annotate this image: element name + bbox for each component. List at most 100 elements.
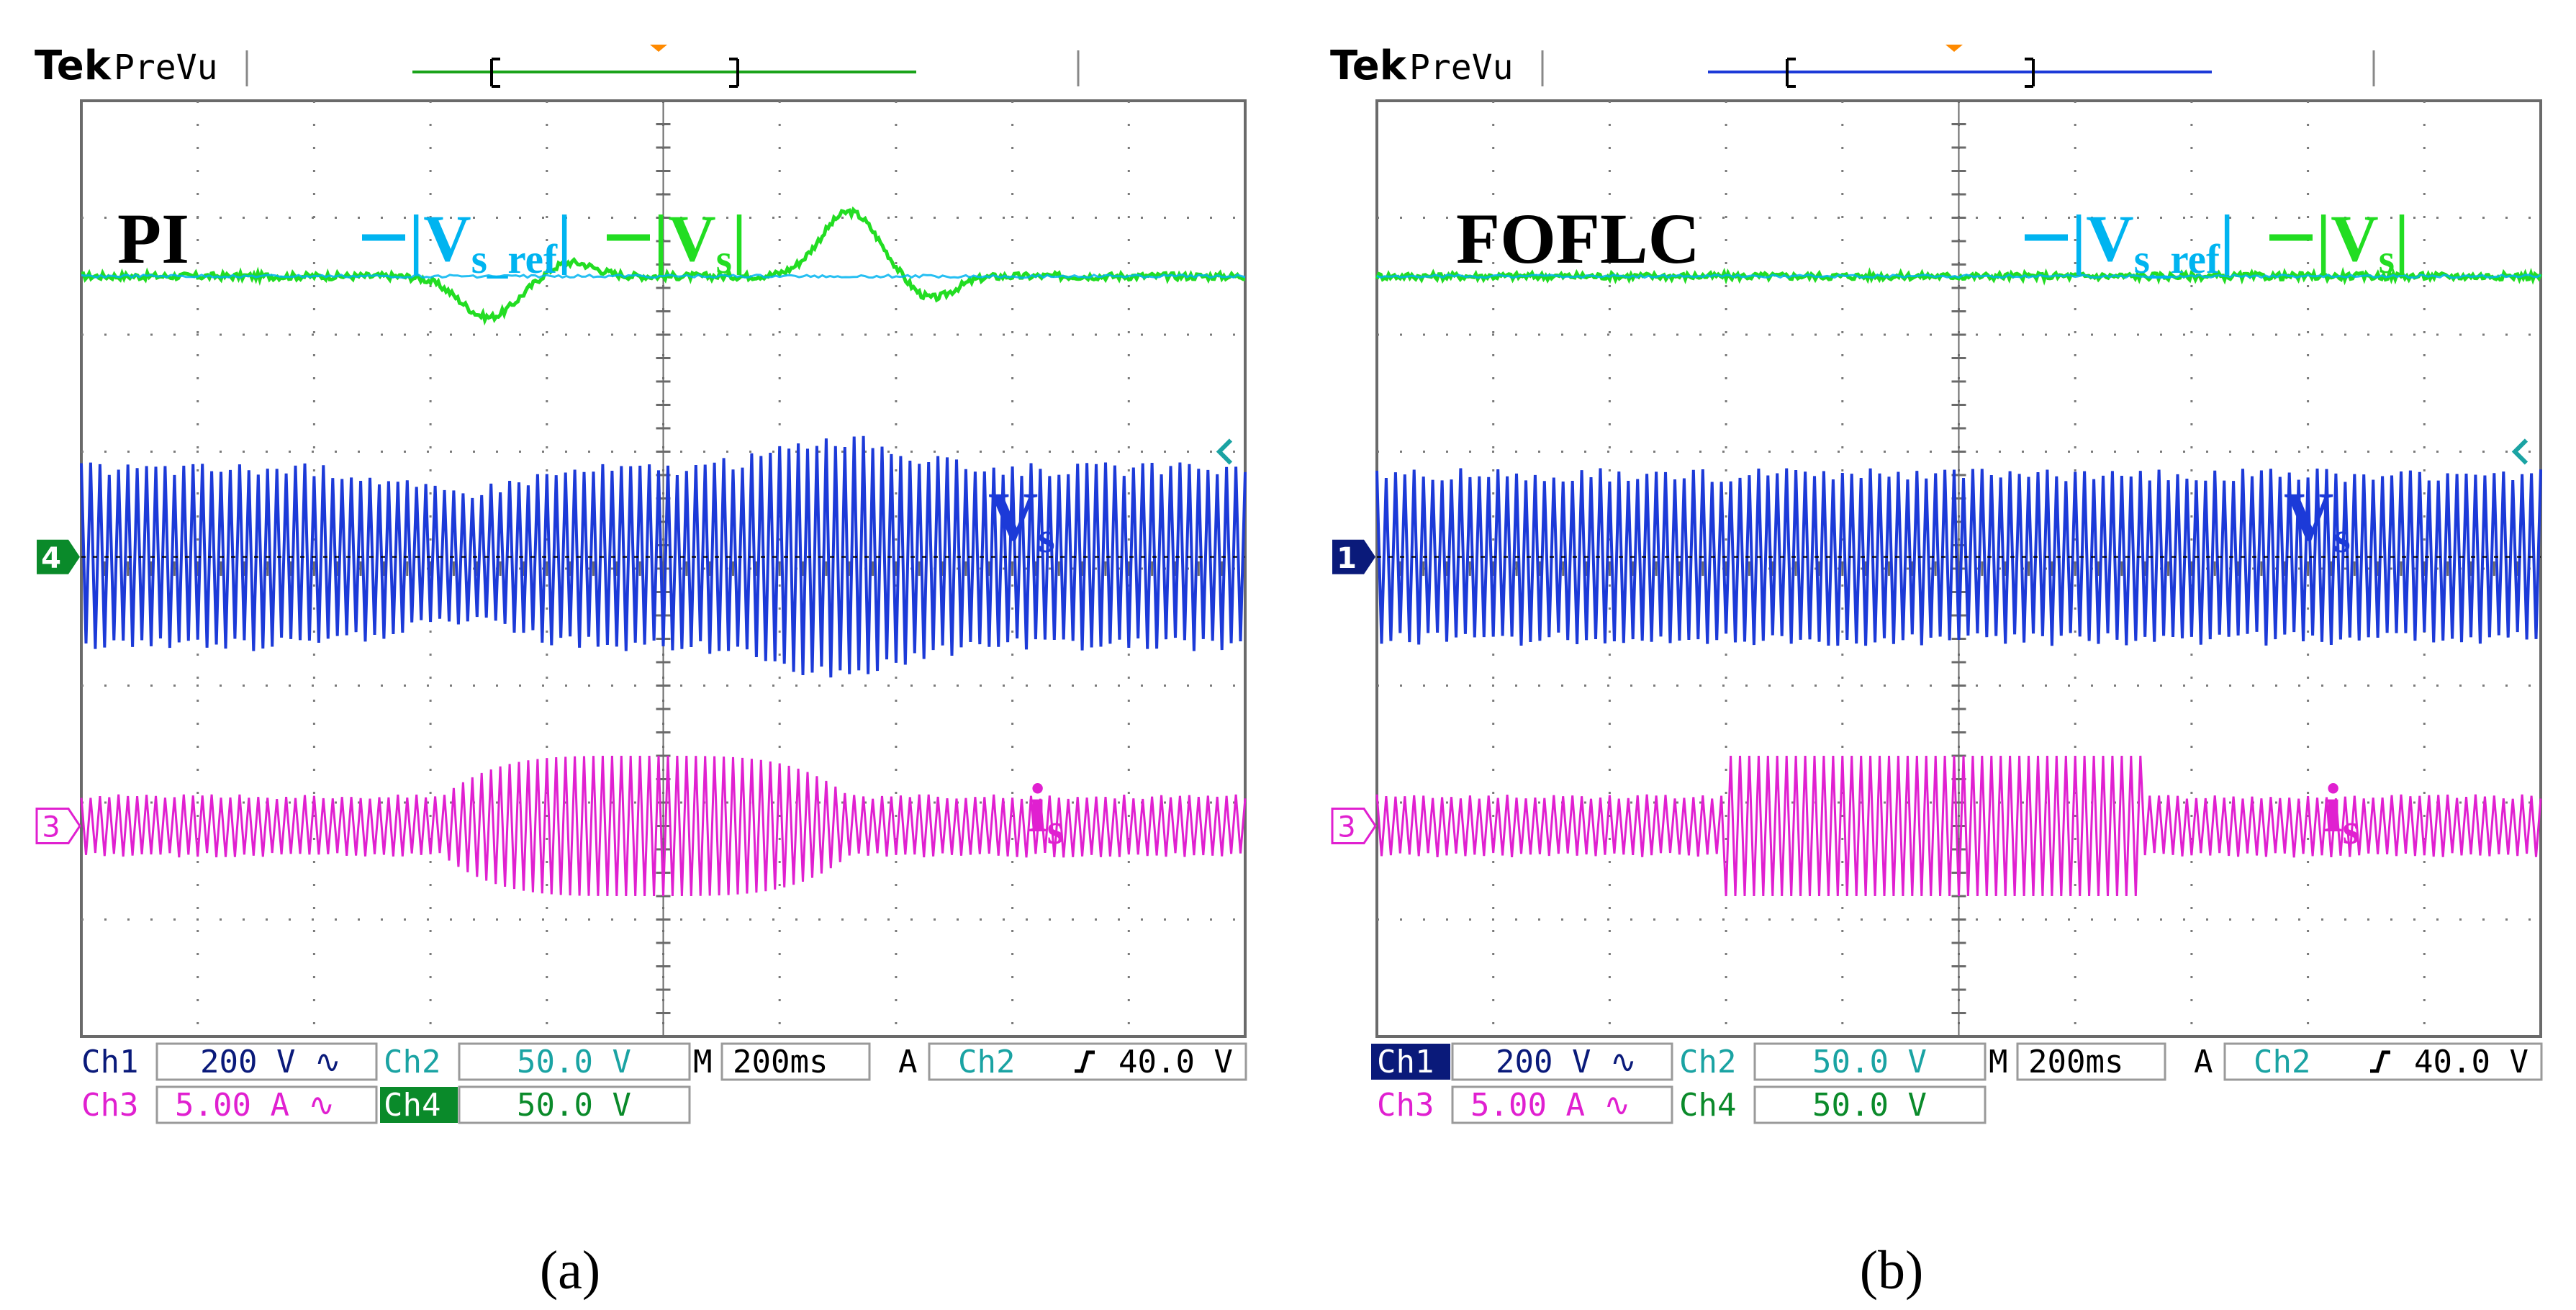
trace-vs-ref <box>1376 274 2541 279</box>
brand-label: Tek <box>1330 42 1408 89</box>
trace-vs <box>1375 468 2542 646</box>
ground-marker-bottom-shape <box>35 808 81 844</box>
ch1-label: Ch1 <box>1377 1044 1434 1080</box>
ch2-box <box>1753 1042 1987 1081</box>
ch2-value: 50.0 V <box>1812 1044 1927 1080</box>
legend-vsref-main: V <box>2086 202 2133 275</box>
ground-marker-top-label: 4 <box>41 542 61 575</box>
legend-vsref-bar-end: | <box>557 202 571 275</box>
preview-bracket-left <box>490 58 500 88</box>
trigger-level: 40.0 V <box>1118 1044 1233 1080</box>
trigger-box <box>2223 1042 2543 1081</box>
preview-bracket-right <box>729 58 739 88</box>
ch3-value: 5.00 A ∿ <box>1470 1087 1630 1124</box>
ch4-value: 50.0 V <box>1812 1087 1927 1124</box>
is-trace-label-main: i <box>1028 769 1047 846</box>
ch4-box <box>458 1085 691 1124</box>
ch3-label: Ch3 <box>1377 1087 1434 1124</box>
trigger-position-icon <box>1945 45 1963 52</box>
vs-trace-label-text: Vs <box>988 478 1055 561</box>
legend-vsref-text: |Vs_ref| <box>409 202 571 282</box>
legend-vsref-main: V <box>423 202 471 275</box>
readout-panel: Ch1 200 V ∿ Ch2 50.0 V M 200ms A Ch2 40.0 V Ch3 5.… <box>1371 1042 2543 1124</box>
controller-label: FOFLC <box>1456 199 1700 279</box>
legend-vs-bar: | <box>2316 202 2331 275</box>
mode-label: PreVu <box>1409 48 1514 88</box>
mode-label: PreVu <box>114 48 218 88</box>
panel-caption: (b) <box>1860 1240 1924 1301</box>
trigger-prefix: A <box>2194 1044 2213 1080</box>
vs-trace-label: Vs <box>988 478 1055 561</box>
legend-vsref-sub: s_ref <box>471 237 558 282</box>
trigger-position-icon <box>650 45 667 52</box>
vs-trace-label-sub: s <box>1038 514 1054 561</box>
trigger-level-icon <box>2511 438 2528 465</box>
trigger-prefix: A <box>898 1044 918 1080</box>
ch1-highlight <box>1371 1044 1450 1080</box>
ch3-label: Ch3 <box>81 1087 138 1124</box>
trigger-box <box>928 1042 1247 1081</box>
ch4-highlight <box>380 1087 458 1123</box>
is-trace-label-sub: s <box>1047 805 1064 853</box>
ch1-label: Ch1 <box>81 1044 138 1080</box>
ground-marker-bottom-label: 3 <box>1337 811 1355 844</box>
legend-vsref: |Vs_ref| <box>409 202 571 282</box>
legend-vs-main: V <box>668 202 715 275</box>
legend-vs: |Vs| <box>2316 202 2409 282</box>
ground-marker-top-label: 1 <box>1337 542 1357 575</box>
trace-vs <box>80 435 1247 678</box>
is-trace-label-text: is <box>2323 769 2359 853</box>
ch2-label: Ch2 <box>1679 1044 1736 1080</box>
is-trace-label: is <box>1028 769 1064 853</box>
is-trace-label: is <box>2323 769 2359 853</box>
legend-vs-sub: s <box>2379 237 2395 282</box>
legend-vs-bar-end: | <box>2395 202 2409 275</box>
preview-bracket-right <box>2025 58 2035 88</box>
legend-vsref: |Vs_ref| <box>2071 202 2234 282</box>
readout-panel: Ch1 200 V ∿ Ch2 50.0 V M 200ms A Ch2 40.0 V Ch3 5.… <box>81 1042 1247 1124</box>
ch3-value: 5.00 A ∿ <box>175 1087 335 1124</box>
panel-caption: (a) <box>540 1240 600 1301</box>
legend-vs: |Vs| <box>654 202 746 282</box>
ch2-box <box>458 1042 691 1081</box>
vs-trace-label: Vs <box>2284 478 2351 561</box>
timebase-box <box>720 1042 871 1081</box>
rising-edge-icon <box>1075 1050 1095 1073</box>
legend-vsref-text: |Vs_ref| <box>2071 202 2234 282</box>
timebase-box <box>2016 1042 2166 1081</box>
ch1-box <box>155 1042 378 1081</box>
trigger-level-icon <box>1216 438 1233 465</box>
trigger-level: 40.0 V <box>2414 1044 2528 1080</box>
vs-trace-label-main: V <box>988 478 1038 555</box>
legend-vs-main: V <box>2331 202 2378 275</box>
timebase-value: 200ms <box>2028 1044 2123 1080</box>
ch3-box <box>1451 1085 1673 1124</box>
ch1-box <box>1451 1042 1673 1081</box>
ground-marker-bottom: 3 <box>1331 808 1377 844</box>
brand-label: Tek <box>35 42 112 89</box>
ground-marker-top: 4 <box>37 539 80 575</box>
is-trace-label-main: i <box>2323 769 2343 846</box>
trace-vs-ref <box>81 274 1246 279</box>
ch4-box <box>1753 1085 1987 1124</box>
timebase-prefix: M <box>1989 1044 2008 1080</box>
legend-vs-sub: s <box>716 237 732 282</box>
ch1-value: 200 V ∿ <box>200 1044 341 1080</box>
ground-marker-top-shape <box>37 539 80 574</box>
legend-vsref-bar-end: | <box>2220 202 2234 275</box>
timebase-value: 200ms <box>733 1044 828 1080</box>
ch3-box <box>155 1085 378 1124</box>
preview-bracket-left <box>1786 58 1796 88</box>
timebase-prefix: M <box>693 1044 713 1080</box>
trigger-channel: Ch2 <box>958 1044 1015 1080</box>
ch1-value: 200 V ∿ <box>1496 1044 1637 1080</box>
vs-trace-label-sub: s <box>2333 514 2350 561</box>
legend-vs-bar: | <box>654 202 668 275</box>
rising-edge-icon <box>2370 1050 2390 1073</box>
ch2-value: 50.0 V <box>517 1044 631 1080</box>
ch4-label: Ch4 <box>1679 1087 1736 1124</box>
legend-vsref-bar: | <box>2071 202 2086 275</box>
